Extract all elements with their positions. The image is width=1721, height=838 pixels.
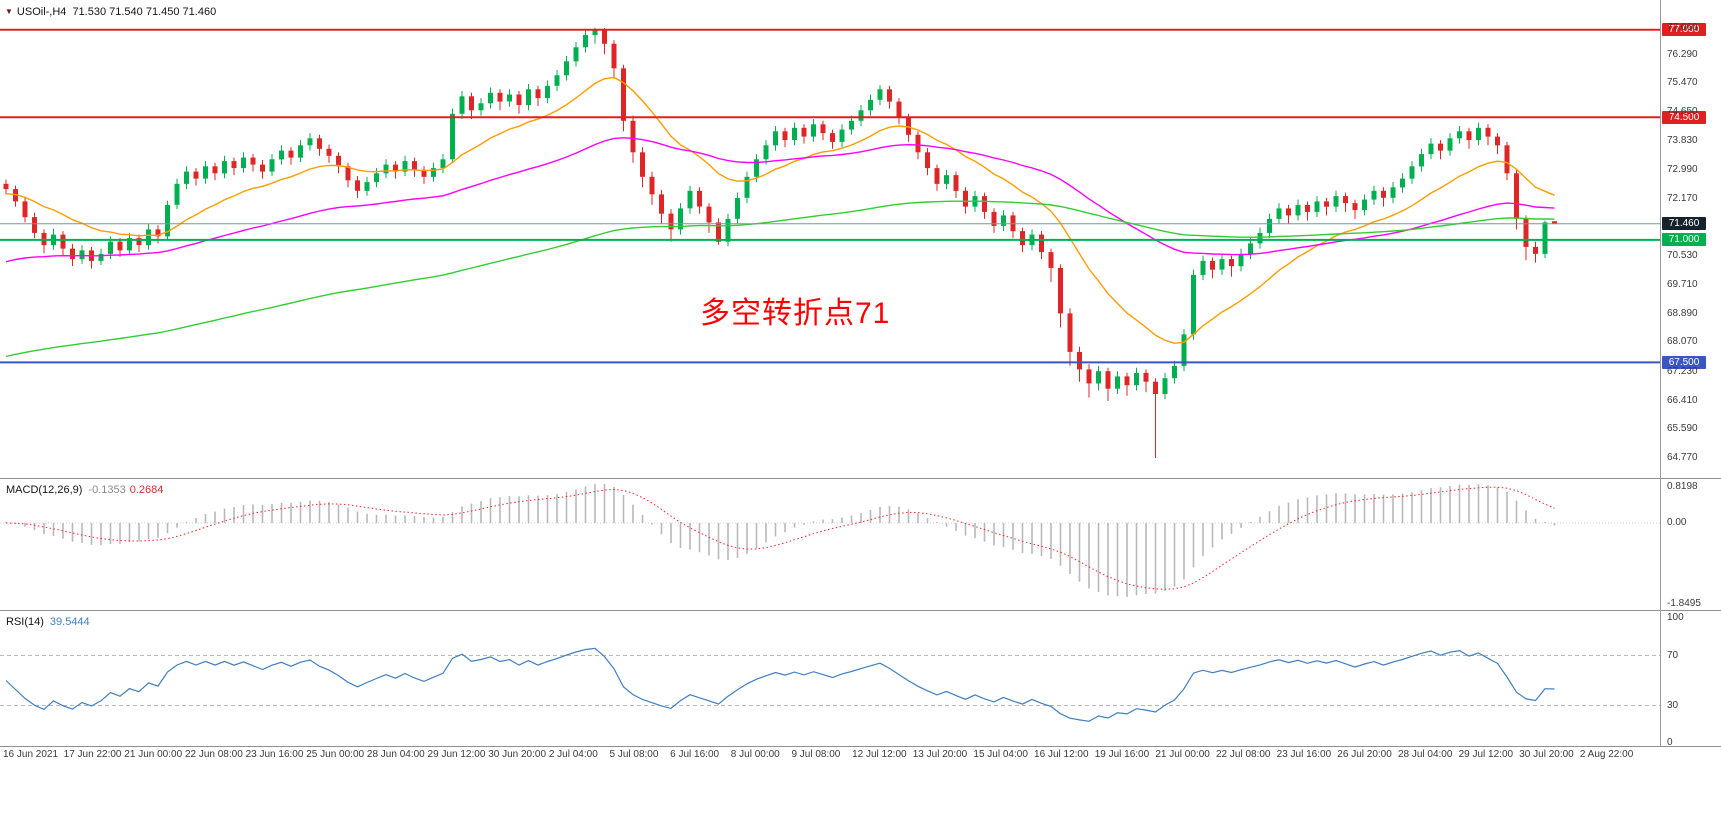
price-axis-label: 77.060: [1667, 21, 1698, 33]
time-axis-label: 9 Jul 08:00: [791, 749, 841, 760]
macd-signal-line: [5, 486, 1555, 590]
time-axis-label: 21 Jul 00:00: [1155, 749, 1210, 760]
time-axis-label: 30 Jul 20:00: [1519, 749, 1574, 760]
time-axis-label: 2 Jul 04:00: [548, 749, 598, 760]
price-axis-label: 74.650: [1667, 106, 1698, 118]
macd-panel[interactable]: [0, 480, 1660, 609]
price-axis[interactable]: 77.000 74.500 71.460 71.000 67.500 77.060 76.2…: [1661, 0, 1721, 478]
symbol-timeframe: USOil-,H4: [16, 6, 67, 18]
time-axis-label: 12 Jul 12:00: [852, 749, 907, 760]
time-axis-label: 6 Jul 16:00: [670, 749, 720, 760]
candles-layer: [3, 27, 1557, 458]
rsi-axis-label: 100: [1667, 611, 1684, 623]
price-axis-label: 76.290: [1667, 48, 1698, 60]
macd-histogram: [5, 484, 1556, 597]
macd-label: MACD(12,26,9): [6, 484, 83, 496]
price-axis-label: 75.470: [1667, 77, 1698, 89]
time-axis[interactable]: 16 Jun 2021 17 Jun 22:00 21 Jun 00:00 22 Ju…: [0, 749, 1721, 763]
ohlc-readout: 71.530 71.540 71.450 71.460: [72, 6, 217, 18]
macd-axis-label: 0.00: [1667, 516, 1687, 528]
panel-separator[interactable]: [0, 610, 1721, 611]
price-axis-label: 66.410: [1667, 394, 1698, 406]
time-axis-label: 17 Jun 22:00: [63, 749, 122, 760]
price-chart-panel[interactable]: [0, 0, 1660, 478]
time-axis-label: 21 Jun 00:00: [124, 749, 183, 760]
price-axis-label: 64.770: [1667, 452, 1698, 464]
chart-header: ▼ USOil-,H4 71.530 71.540 71.450 71.460: [5, 5, 216, 19]
time-axis-label: 29 Jun 12:00: [427, 749, 486, 760]
rsi-line: [5, 647, 1555, 722]
price-tag: 71.000: [1662, 233, 1706, 247]
time-axis-label: 16 Jul 12:00: [1034, 749, 1089, 760]
rsi-label: RSI(14): [6, 616, 44, 628]
rsi-axis-label: 0: [1667, 737, 1673, 748]
time-axis-label: 28 Jul 04:00: [1397, 749, 1453, 760]
horizontal-levels-layer[interactable]: [0, 28, 1660, 364]
annotation-text[interactable]: 多空转折点71: [700, 297, 891, 330]
price-axis-label: 72.990: [1667, 164, 1698, 176]
price-tag: 71.460: [1662, 217, 1706, 231]
price-axis-label: 72.170: [1667, 192, 1698, 204]
price-axis-label: 70.530: [1667, 250, 1698, 262]
rsi-axis-label: 30: [1667, 699, 1679, 711]
price-axis-label: 68.890: [1667, 307, 1698, 319]
time-axis-label: 15 Jul 04:00: [973, 749, 1028, 760]
macd-header: MACD(12,26,9) -0.1353 0.2684: [6, 484, 163, 497]
price-axis-label: 65.590: [1667, 423, 1698, 435]
macd-axis[interactable]: 0.8198 0.00 -1.8495: [1661, 480, 1721, 609]
time-axis-label: 2 Aug 22:00: [1579, 749, 1634, 760]
rsi-axis-label: 70: [1667, 649, 1679, 661]
price-axis-label: 68.070: [1667, 336, 1698, 348]
time-axis-label: 26 Jul 20:00: [1337, 749, 1392, 760]
axis-separator: [1660, 0, 1661, 746]
time-axis-label: 25 Jun 00:00: [306, 749, 365, 760]
time-axis-label: 13 Jul 20:00: [912, 749, 968, 760]
time-axis-label: 30 Jun 20:00: [488, 749, 547, 760]
dropdown-triangle-icon[interactable]: ▼: [5, 7, 13, 16]
time-axis-label: 22 Jul 08:00: [1216, 749, 1271, 760]
time-axis-label: 23 Jul 16:00: [1276, 749, 1332, 760]
macd-signal-value: 0.2684: [129, 484, 164, 496]
rsi-value: 39.5444: [49, 616, 90, 628]
rsi-axis[interactable]: 100 70 30 0: [1661, 611, 1721, 748]
rsi-header: RSI(14) 39.5444: [6, 616, 90, 629]
time-axis-label: 23 Jun 16:00: [245, 749, 304, 760]
rsi-panel[interactable]: [0, 612, 1660, 746]
time-axis-label: 5 Jul 08:00: [609, 749, 659, 760]
time-axis-label: 28 Jun 04:00: [366, 749, 425, 760]
moving-averages-layer: [5, 76, 1555, 358]
time-axis-separator: [0, 746, 1721, 747]
panel-separator[interactable]: [0, 478, 1721, 479]
time-axis-label: 8 Jul 00:00: [730, 749, 780, 760]
time-axis-label: 22 Jun 08:00: [184, 749, 243, 760]
time-axis-label: 19 Jul 16:00: [1094, 749, 1150, 760]
price-tag: 74.500: [1662, 110, 1706, 124]
macd-axis-label: -1.8495: [1667, 598, 1701, 609]
price-axis-label: 67.230: [1667, 365, 1698, 377]
price-tag: 67.500: [1662, 355, 1706, 369]
macd-main-value: -0.1353: [88, 484, 126, 496]
macd-axis-label: 0.8198: [1667, 481, 1698, 493]
time-axis-label: 16 Jun 2021: [3, 749, 59, 760]
time-axis-label: 29 Jul 12:00: [1458, 749, 1514, 760]
price-tag: 77.000: [1662, 23, 1706, 37]
price-axis-label: 73.830: [1667, 134, 1698, 146]
price-axis-label: 69.710: [1667, 279, 1698, 291]
